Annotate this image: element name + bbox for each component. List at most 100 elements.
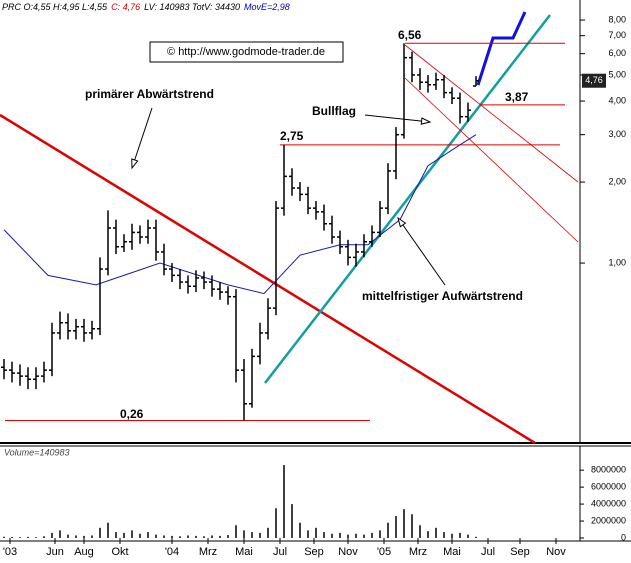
flag-line	[404, 44, 579, 183]
volume-bar	[99, 527, 101, 538]
volume-bar	[275, 508, 277, 538]
arrow-head	[131, 158, 139, 170]
y-tick-label: 6000000	[591, 482, 626, 492]
x-tick-label: Jul	[273, 546, 287, 558]
annotation: mittelfristiger Aufwärtstrend	[362, 289, 523, 303]
arrow-head	[397, 216, 407, 228]
volume-bar	[467, 534, 469, 538]
volume-bar	[299, 522, 301, 538]
x-tick-label: '05	[377, 546, 391, 558]
volume-bar	[435, 527, 437, 538]
volume-bar	[227, 535, 229, 538]
x-tick-label: '04	[165, 546, 179, 558]
volume-bar	[395, 515, 397, 538]
volume-bar	[219, 535, 221, 538]
volume-bar	[203, 536, 205, 538]
volume-bar	[267, 527, 269, 538]
x-tick-label: Nov	[546, 546, 566, 558]
x-tick-label: Mai	[235, 546, 253, 558]
annotation-arrow	[131, 107, 153, 169]
x-tick-label: Aug	[74, 546, 94, 558]
volume-bar	[315, 527, 317, 538]
y-tick-label: 1,00	[608, 257, 626, 267]
header-field: PRC O:4,55 H:4,95 L:4,55	[2, 2, 108, 12]
flag-line	[404, 77, 579, 243]
x-tick-label: Sep	[510, 546, 530, 558]
volume-bar	[163, 535, 165, 538]
volume-bar	[3, 536, 5, 538]
volume-bar	[347, 534, 349, 538]
volume-bar	[139, 533, 141, 538]
last-price-box	[582, 73, 606, 88]
volume-bar	[123, 532, 125, 538]
volume-bar	[251, 532, 253, 538]
y-tick-label: 6,00	[608, 48, 626, 58]
x-tick-label: Mai	[443, 546, 461, 558]
y-tick-label: 4,00	[608, 95, 626, 105]
volume-title: Volume=140983	[4, 447, 69, 457]
volume-bar	[131, 530, 133, 538]
copyright-box	[149, 41, 344, 63]
volume-bar	[235, 525, 237, 538]
volume-bar	[243, 530, 245, 538]
volume-bar	[443, 532, 445, 538]
forecast-line	[476, 11, 527, 86]
annotation-arrow	[397, 217, 446, 286]
volume-bar	[387, 522, 389, 538]
x-tick-label: Jun	[46, 546, 64, 558]
last-price-label: 4,76	[585, 75, 603, 85]
volume-bar	[51, 532, 53, 538]
annotation-arrow	[364, 114, 431, 123]
volume-bar	[259, 532, 261, 538]
y-tick-label: 8000000	[591, 465, 626, 475]
y-tick-label: 3,00	[608, 129, 626, 139]
annotation: primärer Abwärtstrend	[85, 87, 214, 101]
y-tick-label: 0	[621, 532, 626, 542]
volume-bar	[427, 531, 429, 538]
volume-bar	[211, 535, 213, 538]
volume-bar	[291, 504, 293, 538]
y-tick-label: 2,00	[608, 176, 626, 186]
x-tick-label: Jul	[481, 546, 495, 558]
volume-bar	[35, 537, 37, 538]
volume-bar	[379, 530, 381, 538]
y-tick-label: 4000000	[591, 498, 626, 508]
header-field: MovE=2,98	[244, 2, 290, 12]
volume-bar	[323, 532, 325, 538]
volume-bar	[459, 532, 461, 538]
volume-bar	[107, 522, 109, 538]
volume-bar	[307, 530, 309, 538]
level-label: 0,26	[120, 407, 144, 421]
volume-bar	[371, 532, 373, 538]
volume-bar	[331, 533, 333, 538]
header: PRC O:4,55 H:4,95 L:4,55 C: 4,76 LV: 14098…	[2, 2, 290, 12]
level-label: 6,56	[398, 28, 422, 42]
y-tick-label: 5,00	[608, 69, 626, 79]
volume-bar	[91, 535, 93, 538]
volume-bar	[451, 533, 453, 538]
volume-bar	[19, 537, 21, 538]
volume-bar	[195, 535, 197, 538]
moving-average	[3, 134, 477, 295]
annotation: Bullflag	[312, 104, 356, 118]
volume-bar	[147, 532, 149, 538]
x-tick-label: '03	[3, 546, 17, 558]
volume-bar	[179, 536, 181, 538]
y-tick-label: 8,00	[608, 14, 626, 24]
volume-bar	[67, 534, 69, 538]
copyright: © http://www.godmode-trader.de	[167, 46, 325, 58]
x-tick-label: Sep	[304, 546, 324, 558]
volume-bar	[155, 534, 157, 538]
level-label: 2,75	[280, 129, 304, 143]
header-field: LV: 140983 TotV: 34430	[144, 2, 240, 12]
x-tick-label: Mrz	[199, 546, 217, 558]
volume-bar	[59, 530, 61, 538]
volume-bar	[187, 535, 189, 538]
volume-bar	[339, 532, 341, 538]
volume-bar	[75, 535, 77, 538]
volume-bar	[115, 532, 117, 538]
arrow-head	[420, 117, 432, 125]
x-tick-label: Okt	[111, 546, 128, 558]
